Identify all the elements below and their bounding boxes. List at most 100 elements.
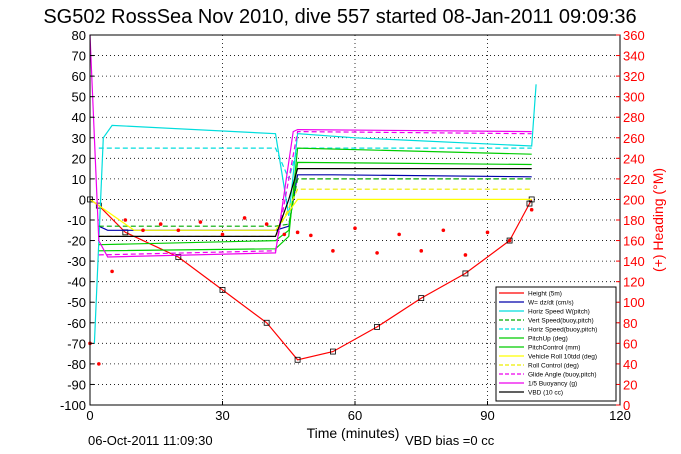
heading-point xyxy=(309,233,313,238)
y-axis-right-label: (+) Heading (°M) xyxy=(650,168,666,272)
height-marker xyxy=(263,319,270,326)
heading-point xyxy=(176,228,181,233)
heading-point xyxy=(529,207,534,212)
y-tick-label: 80 xyxy=(72,28,86,43)
y-right-tick-label: 120 xyxy=(623,275,645,290)
y-tick-label: 10 xyxy=(72,172,86,187)
series-vehicle-roll-10tdd-deg xyxy=(89,198,532,231)
y-tick-label: 50 xyxy=(72,90,86,105)
y-tick-label: 70 xyxy=(72,49,86,64)
y-right-tick-label: 260 xyxy=(623,131,645,146)
heading-point xyxy=(242,216,247,220)
series-1-5-buoyancy-g xyxy=(89,34,532,258)
y-right-tick-label: 220 xyxy=(623,172,645,187)
y-tick-label: 60 xyxy=(72,69,86,84)
heading-point xyxy=(397,232,401,237)
legend-label: Vert Speed(buoy,pitch) xyxy=(528,318,594,325)
x-tick-label: 90 xyxy=(480,408,494,423)
y-right-tick-label: 160 xyxy=(623,234,645,249)
heading-point xyxy=(123,218,128,222)
x-axis-label: Time (minutes) xyxy=(307,425,400,441)
heading-point xyxy=(485,230,490,235)
heading-point xyxy=(441,228,446,233)
y-right-tick-label: 280 xyxy=(623,110,645,125)
legend-label: Roll Control (deg) xyxy=(528,363,579,370)
heading-point xyxy=(264,222,269,226)
y-right-tick-label: 240 xyxy=(623,151,645,166)
chart-title: SG502 RossSea Nov 2010, dive 557 started… xyxy=(43,6,636,28)
legend-box xyxy=(495,286,617,402)
y-right-tick-label: 360 xyxy=(623,28,645,43)
y-tick-label: -100 xyxy=(60,398,86,413)
y-tick-label: -80 xyxy=(67,357,86,372)
y-tick-label: -40 xyxy=(67,275,86,290)
heading-point xyxy=(198,220,203,224)
series-glide-angle-buoy-pitch xyxy=(98,130,532,256)
legend-label: PitchUp (deg) xyxy=(528,336,568,343)
height-marker xyxy=(219,286,226,293)
legend-label: PitchControl (mm) xyxy=(528,345,580,352)
y-tick-label: 0 xyxy=(79,192,86,207)
series-vert-speed-buoy-pitch xyxy=(98,178,532,227)
x-axis: 0 30 60 90 120 xyxy=(86,401,631,423)
y-tick-label: -30 xyxy=(67,254,86,269)
y-tick-label: 40 xyxy=(72,110,86,125)
footer-vbd-bias: VBD bias =0 cc xyxy=(405,433,495,448)
y-right-tick-label: 40 xyxy=(623,357,637,372)
y-tick-label: -60 xyxy=(67,316,86,331)
legend-label: 1/5 Buoyancy (g) xyxy=(528,381,577,388)
heading-point xyxy=(97,362,101,366)
height-marker xyxy=(374,323,380,330)
height-marker xyxy=(418,295,425,302)
heading-point xyxy=(158,222,163,226)
height-marker xyxy=(462,270,469,277)
legend-label: W= dz/dt (cm/s) xyxy=(528,300,574,307)
y-tick-label: -90 xyxy=(67,377,86,392)
height-marker xyxy=(506,237,513,244)
legend-label: Horiz Speed(buoy,pitch) xyxy=(528,327,597,334)
y-tick-label: 20 xyxy=(72,151,86,166)
heading-point xyxy=(282,232,287,237)
y-right-tick-label: 100 xyxy=(623,295,645,310)
y-tick-label: -20 xyxy=(67,234,86,249)
series-pitchup-deg xyxy=(98,161,532,246)
y-tick-label: -10 xyxy=(67,213,86,228)
height-marker xyxy=(294,356,301,363)
y-axis-right: 3603403203002802602402202001801601401201… xyxy=(616,28,645,413)
legend-label: Vehicle Roll 10tdd (deg) xyxy=(528,354,597,361)
y-right-tick-label: 0 xyxy=(623,398,630,413)
heading-point xyxy=(295,230,300,235)
heading-point xyxy=(419,249,424,253)
legend: Height (5m) W= dz/dt (cm/s) Horiz Speed W(… xyxy=(495,286,617,402)
legend-label: Height (5m) xyxy=(528,291,562,298)
x-tick-label: 120 xyxy=(609,408,631,423)
y-axis-left: 80 70 60 50 40 30 20 10 0 -10 -20 -30 -40 -50 -60 -70 -8… xyxy=(60,28,94,413)
x-tick-label: 0 xyxy=(86,408,93,423)
y-tick-label: 30 xyxy=(72,131,86,146)
heading-point xyxy=(331,249,335,253)
heading-point xyxy=(220,232,225,237)
grid xyxy=(90,35,620,405)
heading-point xyxy=(110,269,114,274)
heading-point xyxy=(463,253,468,257)
height-marker xyxy=(175,254,182,260)
footer-timestamp: 06-Oct-2011 11:09:30 xyxy=(88,433,213,448)
legend-label: VBD (10 cc) xyxy=(528,390,563,397)
heading-point xyxy=(353,226,357,231)
series-heading xyxy=(88,207,534,366)
y-tick-label: -70 xyxy=(67,336,86,351)
y-right-tick-label: 320 xyxy=(623,69,645,84)
series-horiz-speed-w-pitch xyxy=(93,84,537,344)
heading-point xyxy=(141,228,145,233)
height-marker xyxy=(330,348,336,355)
y-right-tick-label: 140 xyxy=(623,254,645,269)
x-tick-label: 30 xyxy=(215,408,229,423)
y-tick-label: -50 xyxy=(67,295,86,310)
y-right-tick-label: 300 xyxy=(623,90,645,105)
series-layer xyxy=(87,34,537,366)
legend-label: Glide Angle (buoy,pitch) xyxy=(528,372,597,379)
heading-point xyxy=(507,238,512,243)
series-vbd-10-cc xyxy=(98,168,532,237)
y-right-tick-label: 60 xyxy=(623,336,637,351)
